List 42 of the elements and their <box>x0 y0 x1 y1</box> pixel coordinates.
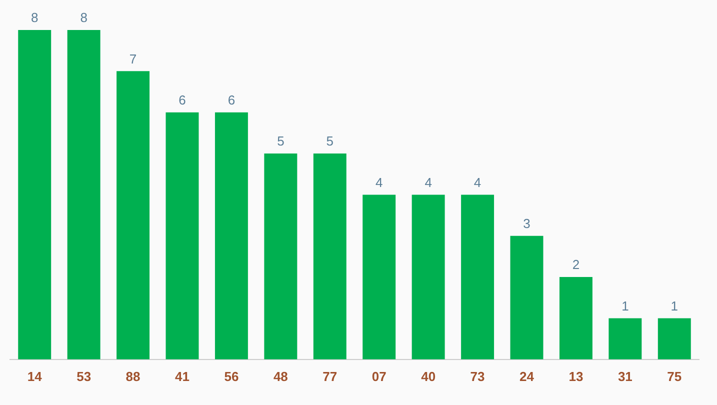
data-label: 7 <box>129 51 137 66</box>
x-tick-label: 48 <box>273 368 288 384</box>
data-label: 3 <box>523 216 530 231</box>
x-tick-label: 53 <box>76 368 92 384</box>
bar <box>18 30 52 360</box>
bar <box>313 154 346 360</box>
data-label: 5 <box>326 134 334 149</box>
bar <box>116 71 150 360</box>
data-label: 4 <box>424 174 432 190</box>
data-label: 4 <box>375 174 383 190</box>
data-label: 8 <box>30 10 38 26</box>
bar <box>461 194 494 360</box>
bar <box>214 112 248 360</box>
data-label: 2 <box>572 257 580 272</box>
data-label: 4 <box>474 174 482 190</box>
x-tick-label: 07 <box>372 368 386 384</box>
bar <box>67 30 100 360</box>
x-tick-label: 14 <box>27 368 43 384</box>
x-tick-label: 41 <box>175 368 190 384</box>
bar <box>264 154 298 360</box>
x-tick-label: 24 <box>520 368 535 384</box>
data-label: 8 <box>80 10 88 26</box>
x-tick-label: 31 <box>618 368 632 384</box>
data-label: 1 <box>622 298 629 314</box>
x-tick-label: 77 <box>322 368 338 384</box>
data-label: 5 <box>277 134 284 149</box>
bar <box>510 236 544 360</box>
bar <box>658 318 691 360</box>
bar <box>412 194 445 360</box>
bar <box>362 194 396 360</box>
bar <box>559 277 592 360</box>
x-tick-label: 56 <box>224 368 239 384</box>
bar <box>166 112 199 360</box>
x-tick-label: 88 <box>126 368 140 384</box>
x-tick-label: 40 <box>421 368 436 384</box>
data-label: 1 <box>670 298 678 314</box>
data-label: 6 <box>178 92 186 108</box>
x-tick-label: 75 <box>667 368 682 384</box>
x-tick-label: 13 <box>568 368 584 384</box>
data-label: 6 <box>228 92 236 108</box>
bar <box>608 318 642 360</box>
x-tick-label: 73 <box>470 368 485 384</box>
